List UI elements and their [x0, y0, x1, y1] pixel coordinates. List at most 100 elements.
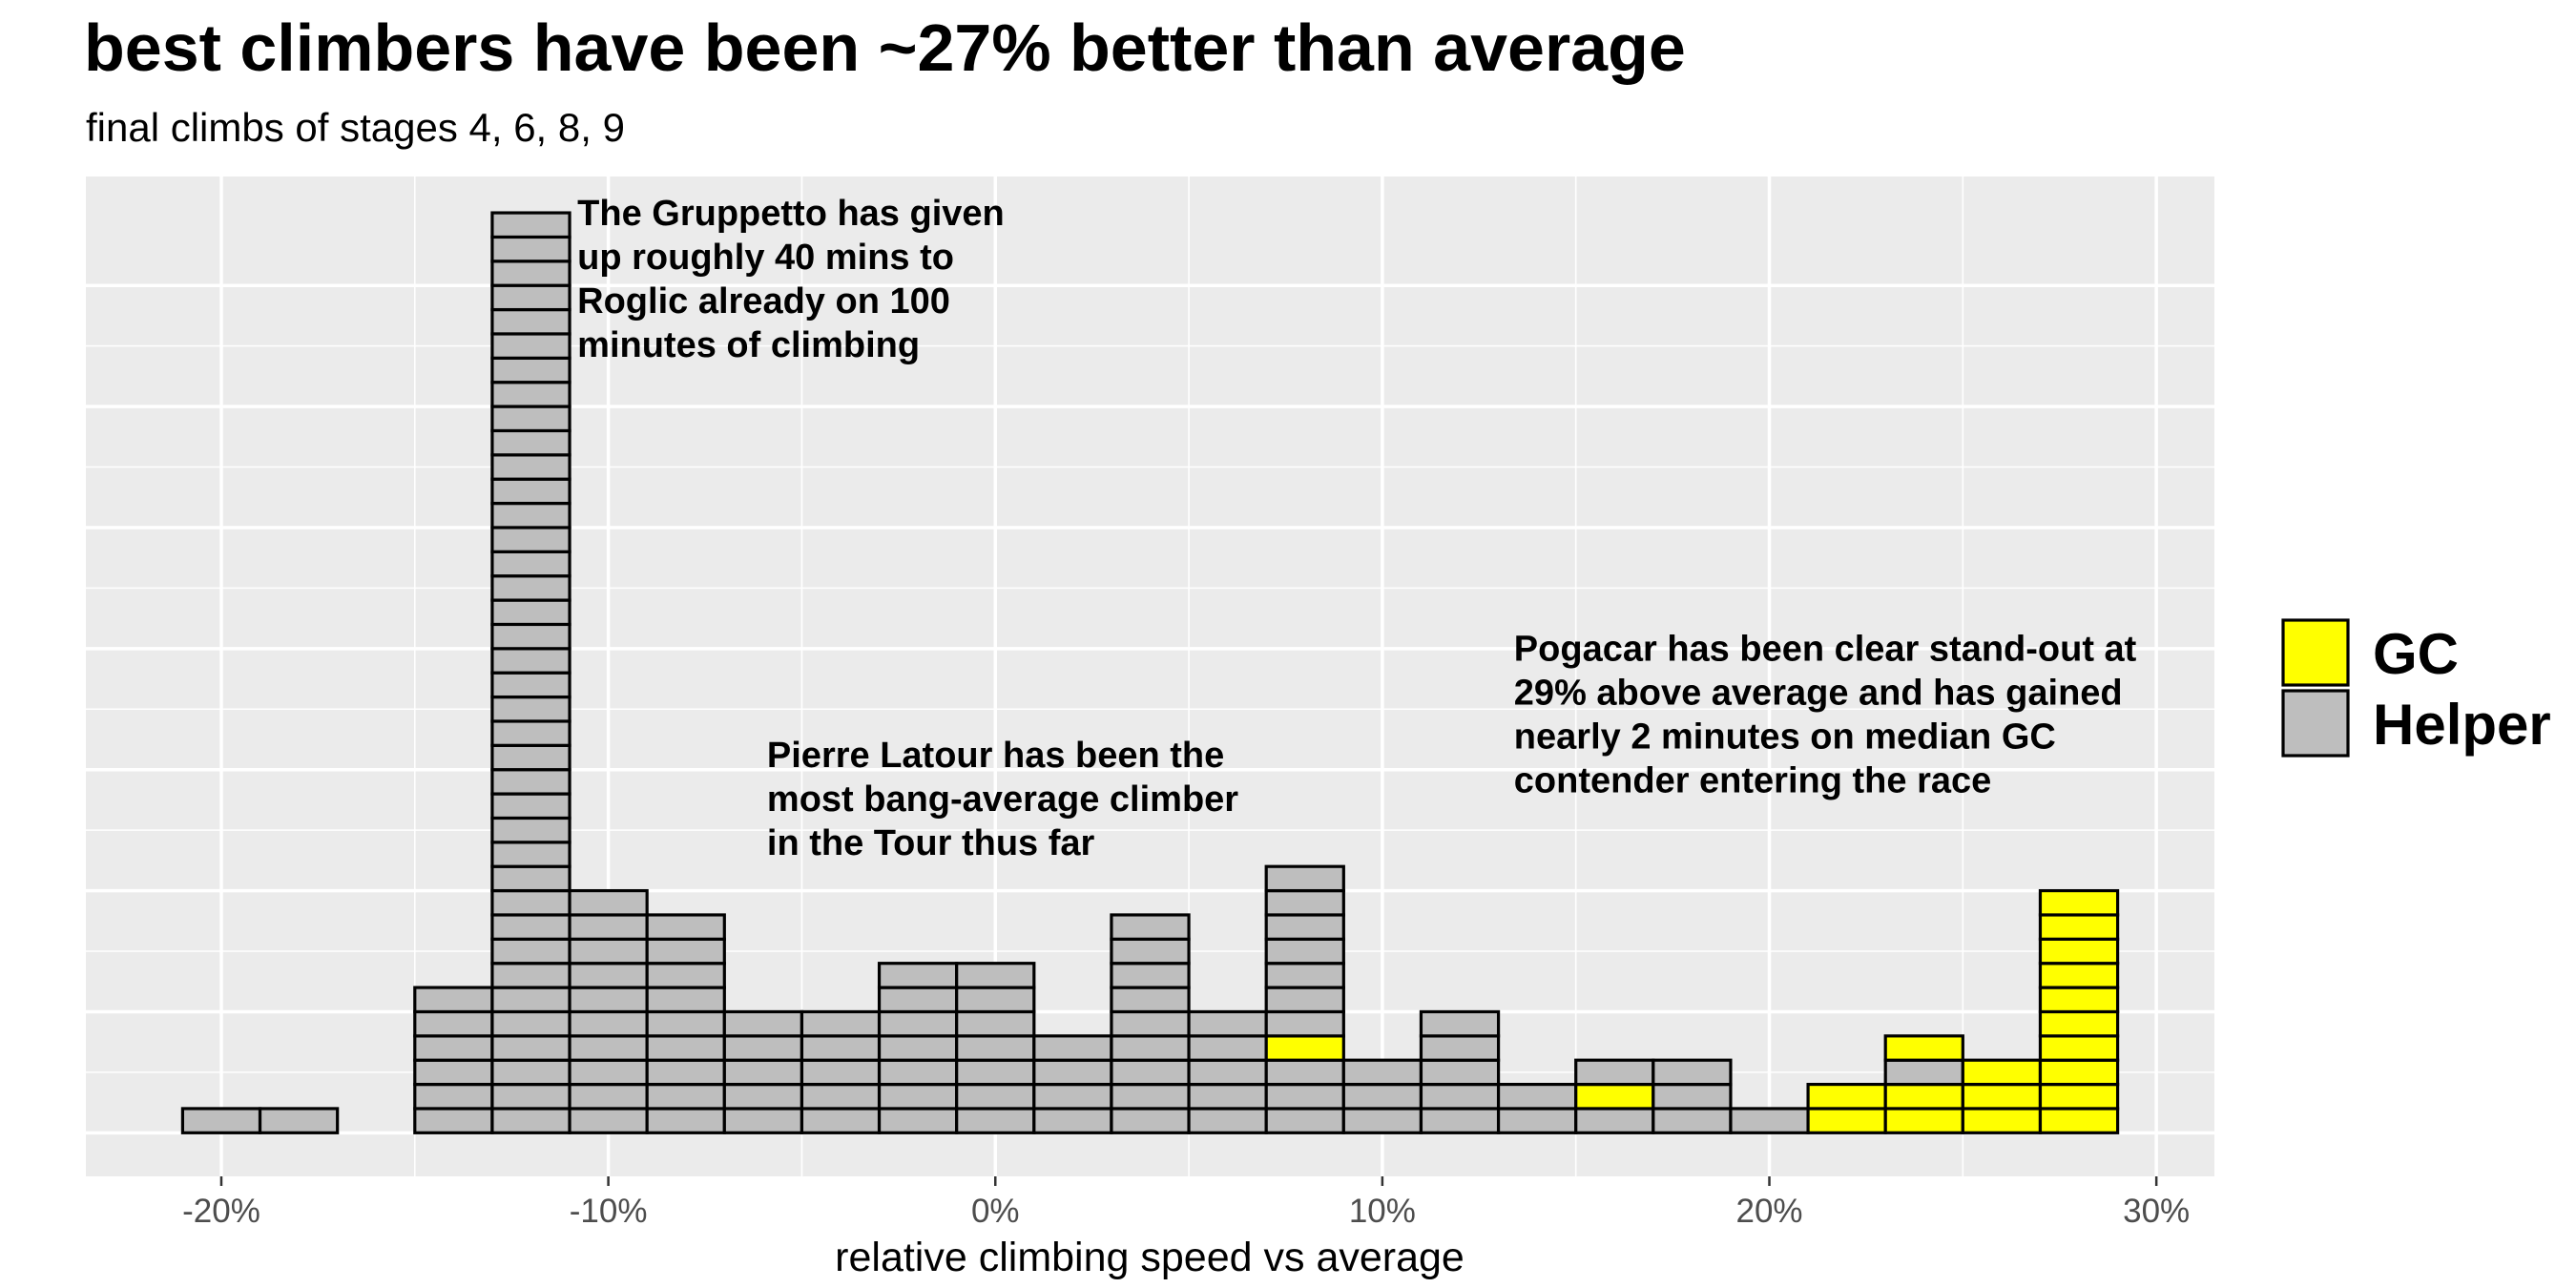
bar-unit-helper: [1110, 962, 1191, 989]
bar-unit-helper: [568, 913, 649, 941]
bar-unit-helper: [1187, 1034, 1268, 1062]
bar-unit-helper: [490, 235, 571, 263]
bar-unit-helper: [645, 937, 726, 966]
bar-unit-helper: [490, 743, 571, 772]
bar-unit-helper: [568, 1107, 649, 1134]
bar-unit-helper: [877, 1034, 959, 1062]
x-tick-label: 20%: [1735, 1193, 1802, 1230]
x-tick-label: 30%: [2123, 1193, 2190, 1230]
bar-unit-helper: [1264, 986, 1345, 1014]
x-axis-label: relative climbing speed vs average: [835, 1235, 1465, 1280]
bar-unit-helper: [413, 1058, 494, 1087]
bar-unit-helper: [413, 1034, 494, 1062]
bar-unit-helper: [955, 1058, 1036, 1087]
bar-unit-gc: [1883, 1082, 1964, 1111]
bar-unit-helper: [955, 1082, 1036, 1111]
bar-unit-helper: [180, 1107, 262, 1134]
bar-unit-helper: [490, 260, 571, 287]
bar-unit-helper: [490, 211, 571, 239]
annotation-line: most bang-average climber: [767, 779, 1238, 820]
bar-unit-helper: [1264, 888, 1345, 917]
bar-unit-helper: [645, 1034, 726, 1062]
bar-unit-helper: [568, 1009, 649, 1038]
bar-unit-helper: [877, 1107, 959, 1134]
bar-unit-helper: [490, 550, 571, 578]
x-tick-label: 10%: [1349, 1193, 1416, 1230]
bar-unit-helper: [877, 1009, 959, 1038]
bar-unit-helper: [800, 1058, 882, 1087]
bar-unit-helper: [955, 962, 1036, 989]
bar-unit-helper: [490, 1034, 571, 1062]
annotation-line: contender entering the race: [1514, 761, 1991, 801]
bar-unit-helper: [800, 1009, 882, 1038]
annotation-1: The Gruppetto has given up roughly 40 min…: [577, 194, 1005, 365]
bar-unit-helper: [1032, 1034, 1113, 1062]
bar-unit-helper: [1032, 1058, 1113, 1087]
bar-unit-helper: [490, 986, 571, 1014]
bar-unit-helper: [490, 1009, 571, 1038]
annotation-line: Roglic already on 100: [577, 281, 950, 322]
bar-unit-helper: [1419, 1058, 1501, 1087]
bar-unit-helper: [955, 986, 1036, 1014]
bar-unit-helper: [413, 1009, 494, 1038]
bar-unit-helper: [1652, 1107, 1733, 1134]
bar-unit-helper: [490, 501, 571, 530]
bar-unit-helper: [645, 1009, 726, 1038]
bar-unit-helper: [490, 381, 571, 408]
bar-unit-helper: [800, 1034, 882, 1062]
histogram-bars: [180, 211, 2120, 1134]
bar-unit-helper: [490, 574, 571, 602]
bar-unit-gc: [2038, 913, 2120, 941]
bar-unit-helper: [490, 453, 571, 481]
bar-unit-helper: [1110, 1009, 1191, 1038]
bar-unit-helper: [722, 1058, 804, 1087]
bar-unit-helper: [490, 888, 571, 917]
legend-label: GC: [2373, 622, 2459, 686]
bar-unit-helper: [490, 332, 571, 360]
bar-unit-gc: [1264, 1034, 1345, 1062]
bar-unit-helper: [645, 1107, 726, 1134]
bar-unit-helper: [490, 768, 571, 796]
annotation-line: Pogacar has been clear stand-out at: [1514, 630, 2137, 670]
chart-title: best climbers have been ~27% better than…: [84, 10, 1686, 85]
bar-unit-helper: [1341, 1107, 1423, 1134]
bar-unit-gc: [1883, 1034, 1964, 1062]
bar-unit-helper: [877, 962, 959, 989]
bar-unit-helper: [490, 526, 571, 553]
bar-unit-helper: [722, 1082, 804, 1111]
bar-unit-helper: [722, 1107, 804, 1134]
bar-unit-helper: [568, 1034, 649, 1062]
bar-unit-helper: [490, 1107, 571, 1134]
bar-unit-helper: [490, 283, 571, 312]
bar-unit-gc: [2038, 1107, 2120, 1134]
bar-unit-helper: [490, 913, 571, 941]
bar-unit-helper: [490, 792, 571, 821]
bar-unit-helper: [568, 962, 649, 989]
bar-unit-helper: [490, 841, 571, 868]
bar-unit-helper: [568, 1058, 649, 1087]
bar-unit-helper: [490, 307, 571, 336]
bar-unit-helper: [955, 1009, 1036, 1038]
bar-unit-helper: [490, 864, 571, 893]
bar-unit-helper: [645, 1058, 726, 1087]
bar-unit-gc: [2038, 937, 2120, 966]
x-axis: -20% -10% 0% 10% 20% 30%: [182, 1176, 2190, 1230]
annotation-3: Pogacar has been clear stand-out at 29% a…: [1514, 630, 2137, 801]
bar-unit-helper: [645, 962, 726, 989]
bar-unit-helper: [490, 428, 571, 457]
annotation-line: in the Tour thus far: [767, 823, 1095, 863]
bar-unit-helper: [877, 1082, 959, 1111]
bar-unit-helper: [568, 937, 649, 966]
bar-unit-helper: [1110, 913, 1191, 941]
legend-label: Helper: [2373, 693, 2551, 757]
bar-unit-helper: [1187, 1107, 1268, 1134]
bar-unit-helper: [1652, 1082, 1733, 1111]
bar-unit-gc: [2038, 888, 2120, 917]
bar-unit-helper: [1883, 1058, 1964, 1087]
bar-unit-helper: [877, 1058, 959, 1087]
bar-unit-helper: [1341, 1058, 1423, 1087]
bar-unit-helper: [490, 598, 571, 627]
bar-unit-gc: [1961, 1058, 2043, 1087]
legend-key-gc: [2281, 618, 2350, 687]
